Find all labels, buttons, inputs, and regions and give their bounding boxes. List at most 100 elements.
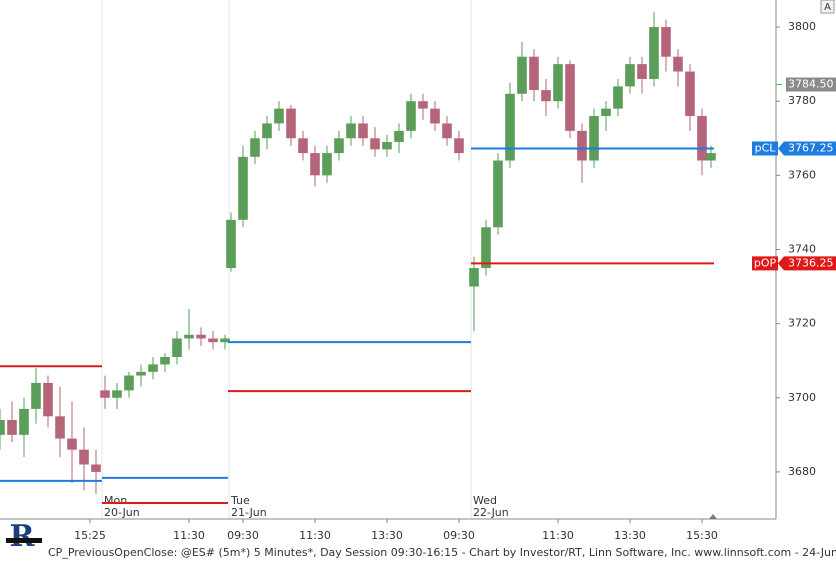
candle-body	[406, 101, 416, 131]
x-tick-label: 13:30	[371, 529, 403, 542]
candle-body	[172, 338, 182, 357]
candle-body	[565, 64, 575, 131]
price-tag: pCL	[755, 141, 777, 154]
candle-body	[31, 382, 41, 409]
x-tick-label: 11:30	[542, 529, 574, 542]
session-date: 22-Jun	[473, 506, 509, 519]
y-tick-label: 3780	[788, 94, 816, 107]
candle-body	[442, 123, 452, 139]
corner-button[interactable]	[820, 0, 835, 14]
candle-body	[481, 227, 491, 269]
candle-body	[418, 101, 428, 109]
candle-body	[220, 338, 230, 343]
candle-body	[0, 420, 5, 435]
candle-body	[196, 334, 206, 339]
candle-body	[454, 138, 464, 154]
candle-body	[262, 123, 272, 139]
candle-body	[577, 130, 587, 161]
candle-body	[274, 108, 284, 124]
footer: CP_PreviousOpenClose: @ES# (5m*) 5 Minut…	[48, 546, 836, 559]
x-tick-label: 09:30	[227, 529, 259, 542]
candle-body	[637, 64, 647, 79]
price-tag: pOP	[754, 256, 777, 269]
session-date: 20-Jun	[104, 506, 140, 519]
y-tick-label: 3720	[788, 317, 816, 330]
candle-body	[208, 338, 218, 343]
candle-body	[685, 71, 695, 117]
candle-body	[310, 153, 320, 176]
logo: R	[6, 519, 42, 558]
candle-body	[430, 108, 440, 124]
candle-body	[697, 116, 707, 161]
last-value-box	[786, 77, 836, 92]
candle-body	[238, 156, 248, 220]
session-day: Tue	[230, 494, 250, 507]
price-value: 3736.25	[788, 256, 834, 269]
price-tag-box	[752, 141, 778, 156]
candle-body	[124, 375, 134, 391]
candle-body	[160, 356, 170, 365]
candle-body	[370, 138, 380, 150]
candle-body	[43, 382, 53, 417]
candle-body	[589, 116, 599, 161]
candle-body	[601, 108, 611, 117]
candle-body	[394, 130, 404, 142]
candle-body	[100, 390, 110, 398]
scroll-marker	[709, 514, 717, 519]
candle-body	[184, 334, 194, 339]
session-date: 21-Jun	[231, 506, 267, 519]
candle-body	[79, 449, 89, 465]
corner-button-label[interactable]: A	[824, 2, 831, 13]
candle-body	[529, 56, 539, 91]
x-tick-label: 15:25	[74, 529, 106, 542]
candle-body	[7, 420, 17, 435]
x-tick-label: 15:30	[686, 529, 718, 542]
y-tick-label: 3740	[788, 242, 816, 255]
candle-body	[322, 153, 332, 176]
candle-body	[625, 64, 635, 87]
candle-body	[226, 219, 236, 269]
candle-body	[148, 364, 158, 372]
x-tick-label: 11:30	[299, 529, 331, 542]
x-tick-label: 13:30	[614, 529, 646, 542]
price-value: 3767.25	[788, 141, 834, 154]
price-value-box	[778, 256, 836, 271]
candle-body	[136, 371, 146, 376]
session-day: Wed	[473, 494, 497, 507]
candle-body	[91, 464, 101, 472]
candle-body	[19, 408, 29, 435]
candle-body	[661, 27, 671, 57]
candle-body	[673, 56, 683, 72]
candle-body	[706, 153, 716, 161]
x-tick-label: 11:30	[173, 529, 205, 542]
last-value: 3784.50	[788, 78, 834, 91]
price-value-box	[778, 141, 836, 156]
candle-body	[541, 90, 551, 102]
candle-body	[298, 138, 308, 154]
candle-body	[346, 123, 356, 139]
candle-body	[286, 108, 296, 139]
svg-text:R: R	[10, 519, 36, 554]
price-tag-box	[752, 256, 778, 271]
candle-body	[382, 141, 392, 150]
y-tick-label: 3760	[788, 168, 816, 181]
candle-body	[649, 27, 659, 79]
candle-body	[250, 138, 260, 157]
candle-body	[517, 56, 527, 94]
candle-body	[358, 123, 368, 139]
candle-body	[505, 93, 515, 161]
y-tick-label: 3680	[788, 465, 816, 478]
candle-body	[613, 86, 623, 109]
candle-body	[469, 268, 479, 287]
candle-body	[67, 438, 77, 450]
candle-body	[55, 416, 65, 439]
candle-body	[334, 138, 344, 154]
y-tick-label: 3700	[788, 391, 816, 404]
candle-body	[493, 160, 503, 228]
candle-body	[112, 390, 122, 398]
candle-body	[553, 64, 563, 102]
y-tick-label: 3800	[788, 20, 816, 33]
x-tick-label: 09:30	[443, 529, 475, 542]
